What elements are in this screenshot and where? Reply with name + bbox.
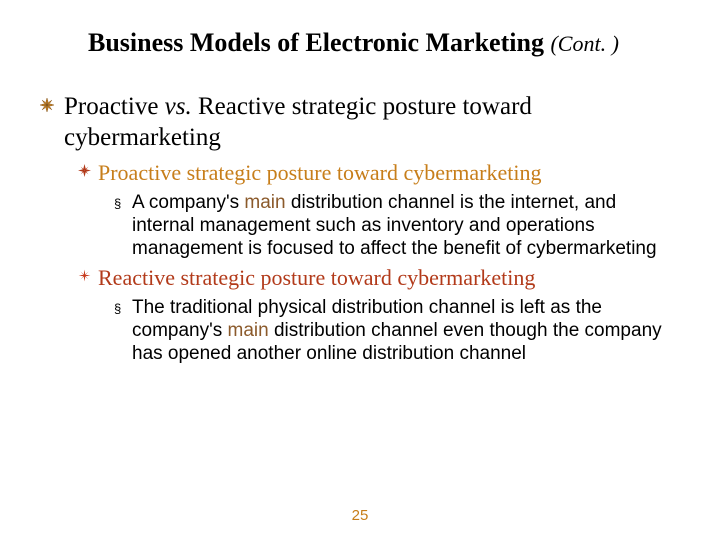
level2-heading: Proactive strategic posture toward cyber… bbox=[98, 159, 542, 187]
level3-text: A company's main distribution channel is… bbox=[132, 191, 680, 261]
title-cont: (Cont. ) bbox=[550, 31, 618, 56]
body-pre: A company's bbox=[132, 192, 244, 213]
star-icon bbox=[78, 159, 98, 182]
level1-text: Proactive vs. Reactive strategic posture… bbox=[64, 92, 680, 153]
level3-item: § A company's main distribution channel … bbox=[114, 191, 680, 261]
level1-prefix: Proactive bbox=[64, 93, 165, 120]
body-highlight: main bbox=[228, 320, 269, 341]
level1-vs: vs. bbox=[165, 93, 192, 120]
title-main: Business Models of Electronic Marketing bbox=[88, 28, 544, 57]
square-bullet-icon: § bbox=[114, 191, 132, 211]
sunburst-icon bbox=[40, 92, 64, 117]
slide-title: Business Models of Electronic Marketing … bbox=[40, 28, 680, 58]
level3-item: § The traditional physical distribution … bbox=[114, 296, 680, 366]
level2-heading: Reactive strategic posture toward cyberm… bbox=[98, 264, 535, 292]
level2-item: Reactive strategic posture toward cyberm… bbox=[78, 264, 680, 292]
level2-item: Proactive strategic posture toward cyber… bbox=[78, 159, 680, 187]
body-highlight: main bbox=[244, 192, 285, 213]
level1-item: Proactive vs. Reactive strategic posture… bbox=[40, 92, 680, 153]
page-number: 25 bbox=[0, 507, 720, 524]
square-bullet-icon: § bbox=[114, 296, 132, 316]
burst-icon bbox=[78, 264, 98, 287]
level3-text: The traditional physical distribution ch… bbox=[132, 296, 680, 366]
